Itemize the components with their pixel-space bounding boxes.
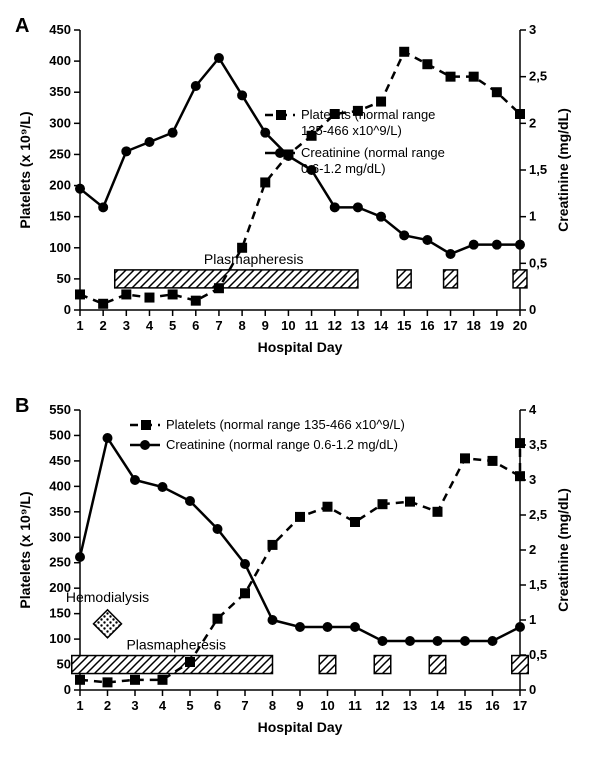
svg-text:Plasmapheresis: Plasmapheresis <box>126 637 226 653</box>
svg-text:3,5: 3,5 <box>529 437 547 452</box>
svg-text:9: 9 <box>296 698 303 713</box>
svg-text:0.6-1.2 mg/dL): 0.6-1.2 mg/dL) <box>301 161 386 176</box>
svg-text:13: 13 <box>403 698 417 713</box>
svg-text:0: 0 <box>64 682 71 697</box>
svg-text:20: 20 <box>513 318 527 333</box>
svg-text:350: 350 <box>49 504 71 519</box>
svg-text:1: 1 <box>529 612 536 627</box>
chart-b: 05010015020025030035040045050055000,511,… <box>10 390 590 760</box>
svg-text:300: 300 <box>49 115 71 130</box>
svg-text:8: 8 <box>269 698 276 713</box>
svg-text:15: 15 <box>397 318 411 333</box>
svg-text:Platelets (x 10⁹/L): Platelets (x 10⁹/L) <box>17 111 33 228</box>
svg-text:6: 6 <box>214 698 221 713</box>
svg-text:10: 10 <box>320 698 334 713</box>
svg-text:5: 5 <box>186 698 193 713</box>
svg-text:450: 450 <box>49 453 71 468</box>
svg-text:5: 5 <box>169 318 176 333</box>
svg-text:3: 3 <box>123 318 130 333</box>
svg-text:2: 2 <box>529 542 536 557</box>
svg-text:6: 6 <box>192 318 199 333</box>
svg-text:Creatinine (mg/dL): Creatinine (mg/dL) <box>555 488 571 612</box>
svg-text:150: 150 <box>49 606 71 621</box>
svg-text:16: 16 <box>420 318 434 333</box>
svg-text:400: 400 <box>49 478 71 493</box>
svg-text:550: 550 <box>49 402 71 417</box>
svg-text:7: 7 <box>215 318 222 333</box>
svg-text:14: 14 <box>374 318 389 333</box>
figure: A 05010015020025030035040045000,511,522,… <box>10 10 590 760</box>
svg-text:4: 4 <box>529 402 537 417</box>
svg-text:150: 150 <box>49 209 71 224</box>
svg-text:0,5: 0,5 <box>529 255 547 270</box>
svg-text:17: 17 <box>513 698 527 713</box>
panel-a: A 0 50 100 150 200 250 300 350 400 450 0 0,5 1 1,5 2 2,… <box>10 10 590 380</box>
svg-text:3: 3 <box>529 22 536 37</box>
svg-text:Platelets (normal range 135-46: Platelets (normal range 135-466 x10^9/L) <box>166 417 405 432</box>
svg-text:Hospital Day: Hospital Day <box>258 719 343 735</box>
chart-a: 0 50 100 150 200 250 300 350 400 450 0 0,5 1 1,5 2 2,5 3… <box>10 10 590 380</box>
svg-text:12: 12 <box>328 318 342 333</box>
svg-text:1,5: 1,5 <box>529 162 547 177</box>
svg-text:4: 4 <box>159 698 167 713</box>
svg-text:50: 50 <box>57 271 71 286</box>
svg-text:2: 2 <box>100 318 107 333</box>
svg-text:3: 3 <box>529 472 536 487</box>
svg-text:1: 1 <box>529 209 536 224</box>
svg-text:11: 11 <box>305 318 319 333</box>
svg-text:100: 100 <box>49 240 71 255</box>
svg-text:Hospital Day: Hospital Day <box>258 339 343 355</box>
svg-text:0,5: 0,5 <box>529 647 547 662</box>
svg-text:50: 50 <box>57 657 71 672</box>
svg-text:Hemodialysis: Hemodialysis <box>66 589 149 605</box>
svg-text:Creatinine (normal range: Creatinine (normal range <box>301 145 445 160</box>
svg-text:13: 13 <box>351 318 365 333</box>
svg-text:14: 14 <box>430 698 445 713</box>
svg-text:17: 17 <box>443 318 457 333</box>
svg-text:400: 400 <box>49 53 71 68</box>
svg-text:4: 4 <box>146 318 154 333</box>
svg-text:0: 0 <box>529 302 536 317</box>
svg-text:0: 0 <box>64 302 71 317</box>
svg-text:10: 10 <box>281 318 295 333</box>
panel-b: B 05010015020025030035040045050055000,51… <box>10 390 590 760</box>
svg-text:250: 250 <box>49 555 71 570</box>
panel-b-label: B <box>15 395 29 418</box>
svg-text:1: 1 <box>76 698 83 713</box>
svg-text:2,5: 2,5 <box>529 69 547 84</box>
svg-text:9: 9 <box>262 318 269 333</box>
svg-text:3: 3 <box>131 698 138 713</box>
svg-text:18: 18 <box>466 318 480 333</box>
svg-text:Plasmapheresis: Plasmapheresis <box>204 251 304 267</box>
svg-text:200: 200 <box>49 178 71 193</box>
svg-text:450: 450 <box>49 22 71 37</box>
svg-text:Creatinine (normal range 0.6-1: Creatinine (normal range 0.6-1.2 mg/dL) <box>166 437 398 452</box>
svg-text:300: 300 <box>49 529 71 544</box>
svg-text:500: 500 <box>49 427 71 442</box>
svg-text:Creatinine (mg/dL): Creatinine (mg/dL) <box>555 108 571 232</box>
svg-text:8: 8 <box>238 318 245 333</box>
svg-text:16: 16 <box>485 698 499 713</box>
svg-text:250: 250 <box>49 146 71 161</box>
svg-text:15: 15 <box>458 698 472 713</box>
svg-text:2: 2 <box>104 698 111 713</box>
svg-text:Platelets (normal range: Platelets (normal range <box>301 107 435 122</box>
svg-text:1: 1 <box>76 318 83 333</box>
svg-text:1,5: 1,5 <box>529 577 547 592</box>
svg-text:19: 19 <box>490 318 504 333</box>
svg-text:7: 7 <box>241 698 248 713</box>
svg-text:2: 2 <box>529 115 536 130</box>
svg-text:12: 12 <box>375 698 389 713</box>
svg-text:100: 100 <box>49 631 71 646</box>
svg-text:2,5: 2,5 <box>529 507 547 522</box>
panel-a-label: A <box>15 15 29 38</box>
svg-text:11: 11 <box>348 698 362 713</box>
svg-text:350: 350 <box>49 84 71 99</box>
svg-text:0: 0 <box>529 682 536 697</box>
svg-text:Platelets (x 10⁹/L): Platelets (x 10⁹/L) <box>17 491 33 608</box>
svg-text:135-466 x10^9/L): 135-466 x10^9/L) <box>301 123 402 138</box>
